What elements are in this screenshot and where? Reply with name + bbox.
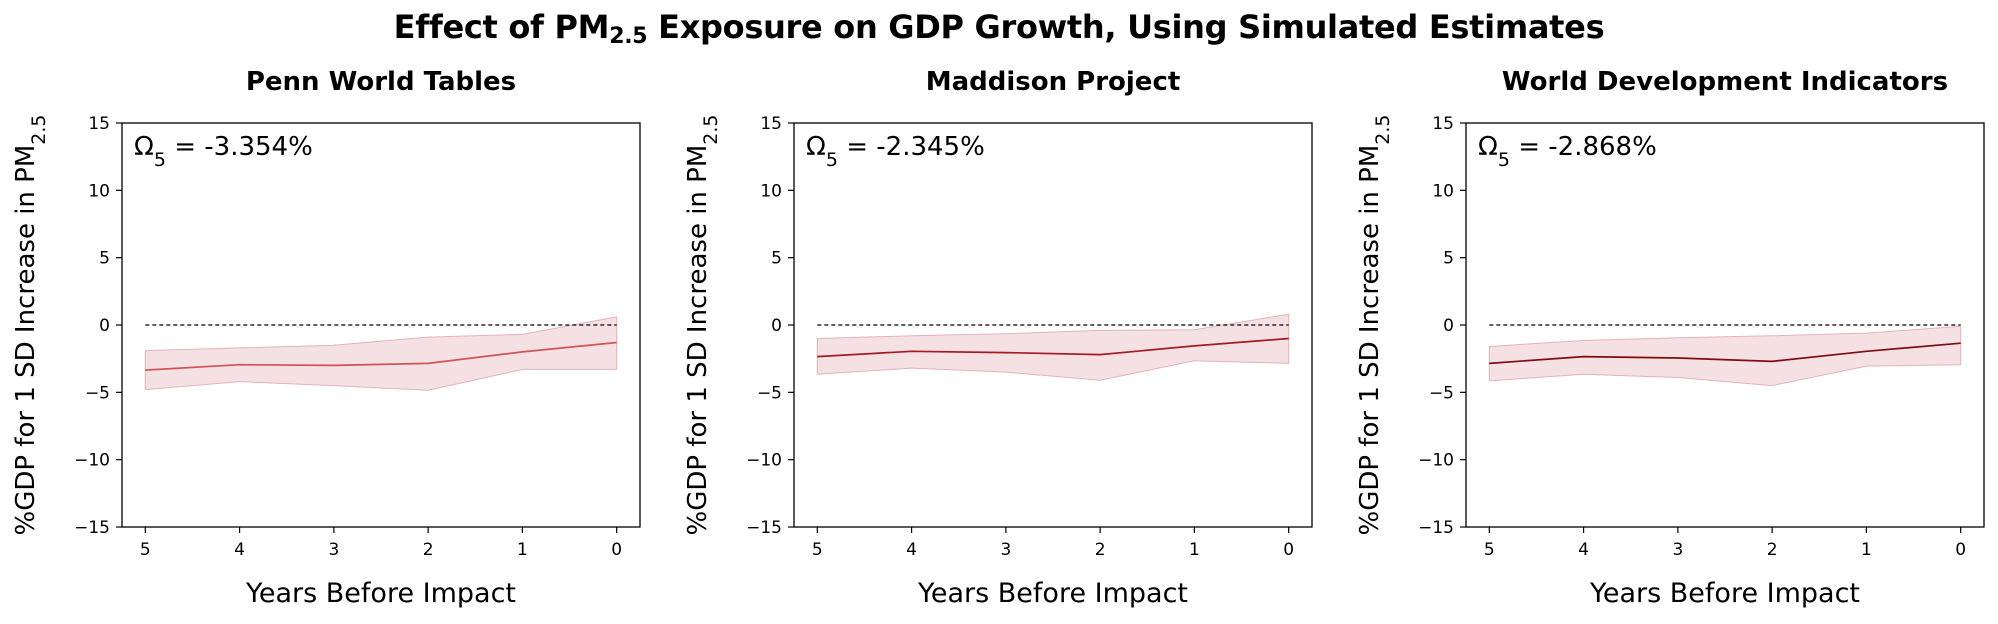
x-tick-label: 0 — [1283, 540, 1294, 560]
x-axis-label: Years Before Impact — [245, 578, 516, 609]
x-tick-label: 4 — [1578, 540, 1589, 560]
y-tick-label: 0 — [771, 316, 782, 336]
y-axis-label: %GDP for 1 SD Increase in PM2.5 — [683, 114, 722, 535]
omega-symbol: Ω — [806, 132, 826, 162]
confidence-band — [144, 316, 618, 391]
y-tick-label: 5 — [1443, 249, 1454, 269]
y-tick-label: −5 — [757, 383, 782, 403]
x-tick-label: 0 — [611, 540, 622, 560]
y-tick-label: −10 — [74, 451, 110, 471]
y-tick-label: 0 — [1443, 316, 1454, 336]
y-tick-label: −15 — [74, 518, 110, 538]
confidence-band — [1488, 325, 1962, 387]
y-axis-label-subscript: 2.5 — [1372, 114, 1394, 144]
y-tick-label: −15 — [1418, 518, 1454, 538]
y-tick-label: −5 — [85, 383, 110, 403]
x-tick-label: 3 — [1672, 540, 1683, 560]
x-tick-label: 5 — [1484, 540, 1495, 560]
x-axis-label: Years Before Impact — [1589, 578, 1860, 609]
figure-title-subscript: 2.5 — [609, 24, 648, 49]
x-tick-label: 0 — [1955, 540, 1966, 560]
y-tick-label: 10 — [1432, 181, 1454, 201]
omega-subscript: 5 — [154, 149, 166, 171]
omega-value: = -2.868% — [1510, 132, 1657, 162]
subplot-title: Penn World Tables — [246, 67, 516, 97]
figure-title-prefix: Effect of PM — [393, 8, 610, 46]
y-tick-label: 0 — [99, 316, 110, 336]
y-tick-label: 15 — [760, 114, 782, 134]
omega-annotation: Ω5 = -2.868% — [1478, 132, 1657, 171]
y-tick-label: 10 — [760, 181, 782, 201]
y-tick-label: 5 — [771, 249, 782, 269]
x-tick-label: 3 — [328, 540, 339, 560]
y-axis-label: %GDP for 1 SD Increase in PM2.5 — [11, 114, 50, 535]
omega-value: = -2.345% — [838, 132, 985, 162]
y-axis-label-subscript: 2.5 — [700, 114, 722, 144]
x-tick-label: 2 — [1095, 540, 1106, 560]
estimate-line — [145, 341, 617, 371]
estimate-line — [817, 337, 1289, 358]
y-tick-label: 15 — [88, 114, 110, 134]
y-tick-label: −10 — [746, 451, 782, 471]
y-tick-label: 5 — [99, 249, 110, 269]
x-tick-label: 1 — [517, 540, 528, 560]
y-axis-label-subscript: 2.5 — [28, 114, 50, 144]
omega-symbol: Ω — [1478, 132, 1498, 162]
y-tick-label: −15 — [746, 518, 782, 538]
omega-value: = -3.354% — [166, 132, 313, 162]
x-tick-label: 2 — [1767, 540, 1778, 560]
x-tick-label: 1 — [1189, 540, 1200, 560]
x-tick-label: 4 — [906, 540, 917, 560]
estimate-line — [1489, 342, 1961, 365]
confidence-band — [816, 313, 1290, 381]
y-tick-label: −10 — [1418, 451, 1454, 471]
y-tick-label: 15 — [1432, 114, 1454, 134]
figure-title-suffix: Exposure on GDP Growth, Using Simulated … — [647, 8, 1605, 46]
x-tick-label: 5 — [812, 540, 823, 560]
x-axis-label: Years Before Impact — [917, 578, 1188, 609]
y-tick-label: 10 — [88, 181, 110, 201]
y-axis-label-main: %GDP for 1 SD Increase in PM — [683, 145, 713, 536]
omega-subscript: 5 — [826, 149, 838, 171]
figure-title: Effect of PM2.5 Exposure on GDP Growth, … — [0, 8, 1998, 49]
x-tick-label: 5 — [140, 540, 151, 560]
subplot-title: World Development Indicators — [1502, 67, 1948, 97]
x-tick-label: 4 — [234, 540, 245, 560]
omega-annotation: Ω5 = -3.354% — [134, 132, 313, 171]
omega-annotation: Ω5 = -2.345% — [806, 132, 985, 171]
x-tick-label: 2 — [423, 540, 434, 560]
x-tick-label: 3 — [1000, 540, 1011, 560]
x-tick-label: 1 — [1861, 540, 1872, 560]
omega-symbol: Ω — [134, 132, 154, 162]
subplot-title: Maddison Project — [926, 67, 1181, 97]
y-axis-label: %GDP for 1 SD Increase in PM2.5 — [1355, 114, 1394, 535]
y-tick-label: −5 — [1429, 383, 1454, 403]
omega-subscript: 5 — [1498, 149, 1510, 171]
y-axis-label-main: %GDP for 1 SD Increase in PM — [11, 145, 41, 536]
y-axis-label-main: %GDP for 1 SD Increase in PM — [1355, 145, 1385, 536]
